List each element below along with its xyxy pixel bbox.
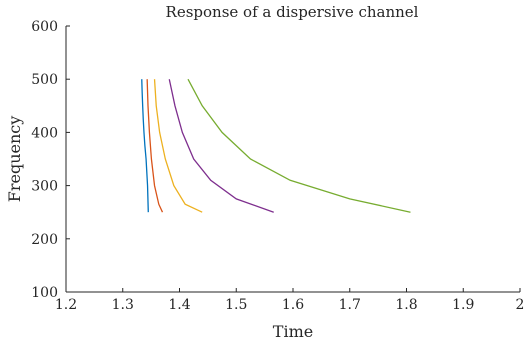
chart-title: Response of a dispersive channel (166, 3, 419, 21)
y-tick-label: 400 (31, 125, 58, 141)
y-tick-label: 600 (31, 19, 58, 35)
series-line-3 (153, 79, 203, 213)
y-tick-label: 200 (31, 232, 58, 248)
x-tick-label: 1.9 (452, 297, 474, 313)
x-tick-label: 1.2 (55, 297, 77, 313)
x-tick-label: 1.5 (225, 297, 247, 313)
series-line-2 (146, 79, 164, 213)
x-tick-label: 1.4 (168, 297, 190, 313)
x-axis-label: Time (273, 322, 313, 341)
y-axis-label: Frequency (5, 116, 24, 203)
ticks: 1.2 1.3 1.4 1.5 1.6 1.7 1.8 1.9 2 100 200 300 400 500… (31, 19, 524, 313)
x-tick-label: 1.6 (282, 297, 304, 313)
curves (141, 78, 411, 213)
x-tick-label: 2 (516, 297, 524, 313)
x-tick-label: 1.7 (339, 297, 361, 313)
series-line-5 (187, 78, 411, 213)
x-tick-label: 1.3 (112, 297, 134, 313)
plot-area: 1.2 1.3 1.4 1.5 1.6 1.7 1.8 1.9 2 100 200 300 400 500… (31, 19, 524, 313)
y-tick-label: 300 (31, 179, 58, 195)
series-line-1 (141, 79, 149, 213)
series-line-4 (168, 79, 274, 213)
x-tick-label: 1.8 (395, 297, 417, 313)
y-tick-label: 100 (31, 285, 58, 301)
y-tick-label: 500 (31, 72, 58, 88)
